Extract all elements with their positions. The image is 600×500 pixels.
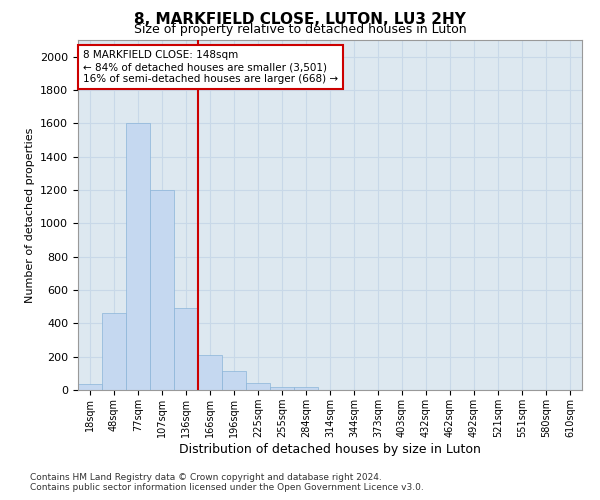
Bar — [126, 124, 150, 390]
Bar — [174, 308, 198, 390]
Bar — [102, 314, 126, 390]
Bar — [270, 386, 294, 390]
Text: Size of property relative to detached houses in Luton: Size of property relative to detached ho… — [134, 22, 466, 36]
Y-axis label: Number of detached properties: Number of detached properties — [25, 128, 35, 302]
Text: Contains HM Land Registry data © Crown copyright and database right 2024.
Contai: Contains HM Land Registry data © Crown c… — [30, 473, 424, 492]
Bar — [78, 384, 102, 390]
Bar — [246, 382, 270, 390]
X-axis label: Distribution of detached houses by size in Luton: Distribution of detached houses by size … — [179, 442, 481, 456]
Bar — [294, 386, 318, 390]
Bar — [150, 190, 174, 390]
Text: 8, MARKFIELD CLOSE, LUTON, LU3 2HY: 8, MARKFIELD CLOSE, LUTON, LU3 2HY — [134, 12, 466, 28]
Bar — [198, 355, 222, 390]
Text: 8 MARKFIELD CLOSE: 148sqm
← 84% of detached houses are smaller (3,501)
16% of se: 8 MARKFIELD CLOSE: 148sqm ← 84% of detac… — [83, 50, 338, 84]
Bar — [222, 371, 246, 390]
